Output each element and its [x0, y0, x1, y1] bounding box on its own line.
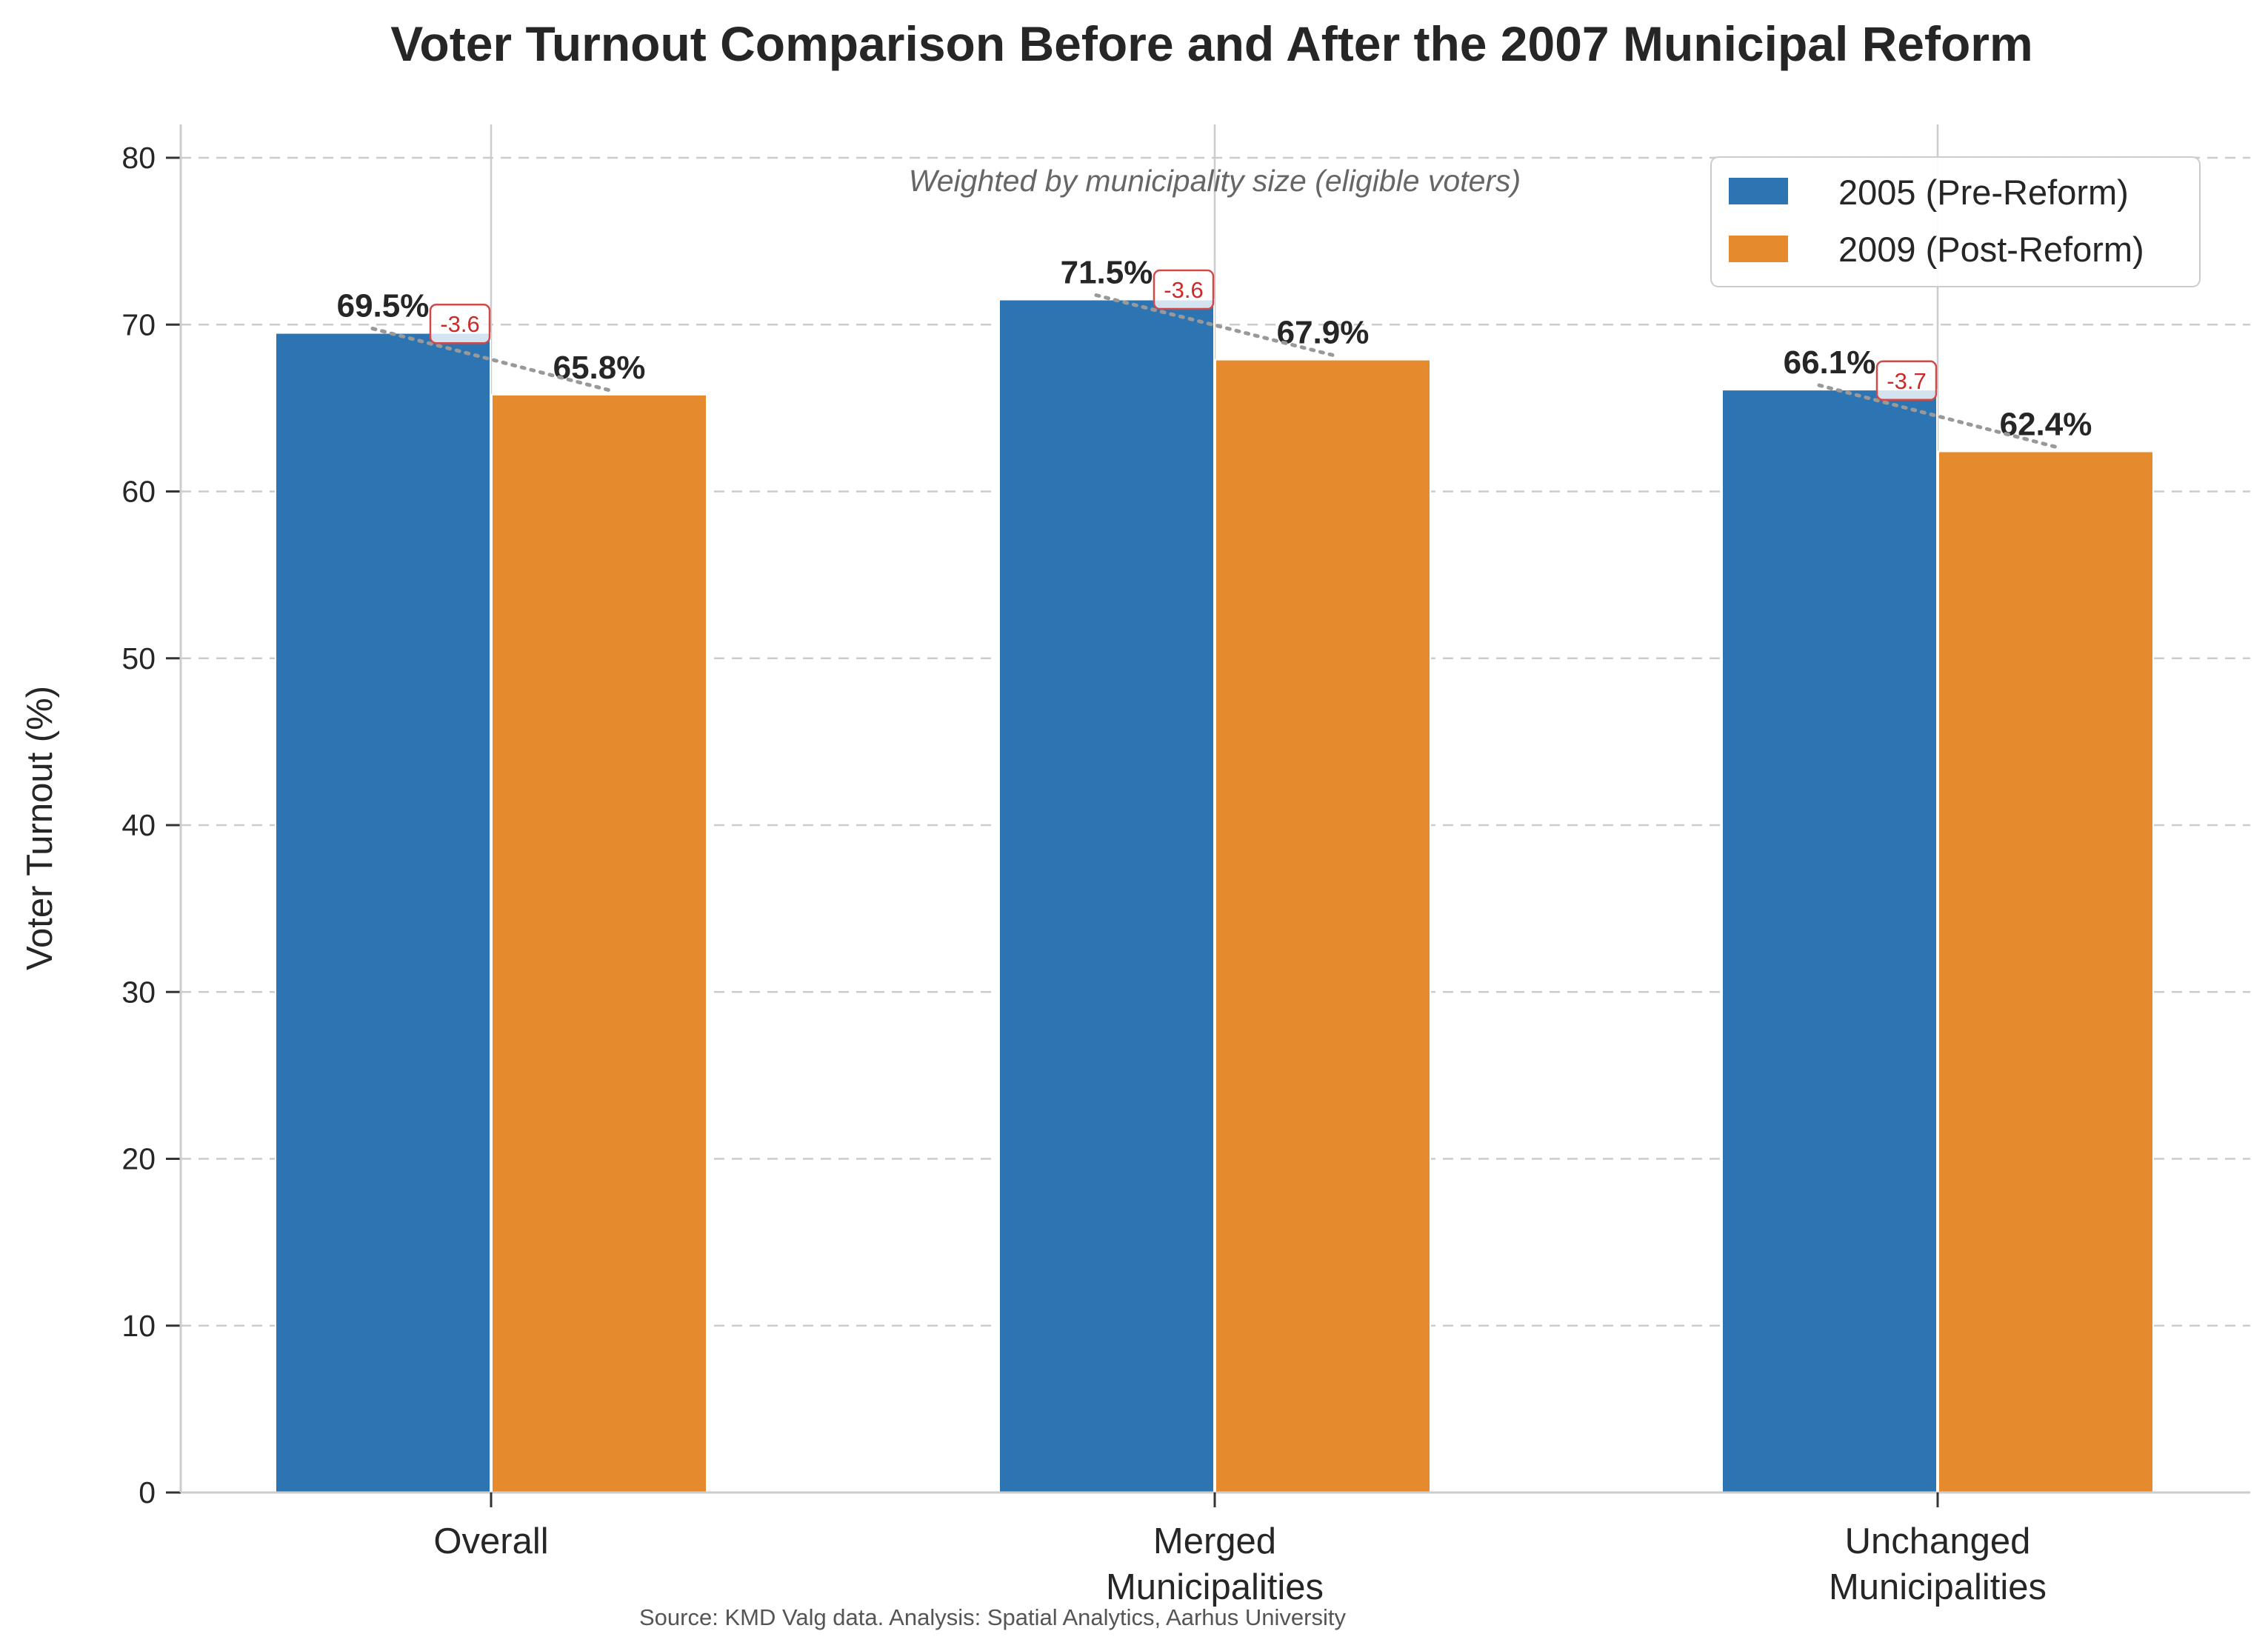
legend-frame: [1710, 156, 2201, 287]
y-tick-label: 0: [139, 1475, 156, 1510]
difference-label: -3.6: [1164, 277, 1203, 303]
y-tick-label: 80: [121, 141, 156, 175]
bars-layer: [275, 298, 2154, 1494]
category-label: Merged Municipalities: [1106, 1521, 1324, 1607]
value-label: 66.1%: [1784, 344, 1876, 381]
category-label: Unchanged Municipalities: [1829, 1521, 2047, 1607]
legend: 2005 (Pre-Reform) 2009 (Post-Reform): [1710, 156, 2201, 287]
bar-2005-1: [998, 298, 1215, 1493]
bar-2009-1: [1215, 358, 1431, 1494]
category-label-line: Overall: [433, 1521, 548, 1561]
bar-2009-0: [491, 393, 707, 1493]
difference-label: -3.7: [1887, 368, 1926, 394]
bar-2005-0: [275, 332, 491, 1493]
difference-badge: [1153, 269, 1215, 310]
value-label: 69.5%: [337, 288, 430, 324]
category-label-line: Merged: [1153, 1521, 1276, 1561]
difference-badge: [429, 303, 491, 344]
y-tick-label: 70: [121, 307, 156, 341]
labels-layer: 69.5%71.5%66.1%65.8%67.9%62.4%-3.6-3.6-3…: [337, 255, 2092, 449]
category-label-line: Unchanged: [1845, 1521, 2031, 1561]
legend-label-2005: 2005 (Pre-Reform): [1838, 173, 2129, 212]
y-tick-label: 50: [121, 641, 156, 676]
difference-connector: [1817, 383, 2058, 449]
chart-title: Voter Turnout Comparison Before and Afte…: [390, 16, 2032, 71]
axes-layer: 0 10 20 30 40 50 60 70 80 Overall Merged Municipali…: [121, 124, 2250, 1607]
value-label: 71.5%: [1061, 255, 1153, 291]
legend-swatch-2009: [1729, 236, 1788, 262]
difference-connector: [370, 327, 612, 393]
y-tick-label: 60: [121, 475, 156, 509]
y-axis-label: Voter Turnout (%): [20, 686, 60, 970]
source-note: Source: KMD Valg data. Analysis: Spatial…: [639, 1604, 1346, 1630]
difference-connector: [1094, 293, 1335, 358]
bar-2005-2: [1721, 389, 1938, 1493]
y-tick-label: 40: [121, 808, 156, 842]
chart-subtitle: Weighted by municipality size (eligible …: [909, 164, 1521, 198]
category-label-line: Municipalities: [1106, 1567, 1324, 1607]
difference-badge: [1875, 360, 1938, 401]
legend-label-2009: 2009 (Post-Reform): [1838, 230, 2144, 269]
difference-label: -3.6: [440, 311, 479, 337]
y-tick-label: 30: [121, 975, 156, 1009]
y-tick-label: 20: [121, 1142, 156, 1176]
category-label: Overall: [433, 1521, 548, 1561]
y-tick-label: 10: [121, 1309, 156, 1343]
category-label-line: Municipalities: [1829, 1567, 2047, 1607]
bar-2009-2: [1938, 450, 2154, 1493]
legend-swatch-2005: [1729, 178, 1788, 204]
